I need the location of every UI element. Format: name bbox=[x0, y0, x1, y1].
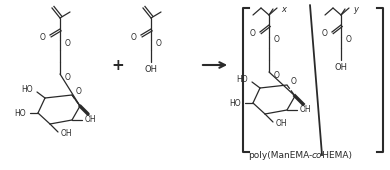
Text: OH: OH bbox=[145, 65, 158, 74]
Text: O: O bbox=[76, 87, 82, 96]
Text: O: O bbox=[274, 36, 280, 45]
Text: O: O bbox=[322, 29, 328, 38]
Text: O: O bbox=[40, 32, 46, 41]
Text: O: O bbox=[291, 76, 297, 86]
Text: x: x bbox=[281, 5, 286, 14]
Text: +: + bbox=[112, 57, 124, 72]
Text: OH: OH bbox=[335, 63, 347, 72]
Text: HO: HO bbox=[21, 86, 33, 95]
Text: HO: HO bbox=[229, 98, 241, 107]
Text: OH: OH bbox=[60, 130, 72, 139]
Text: y: y bbox=[353, 5, 358, 14]
Text: OH: OH bbox=[299, 106, 311, 115]
Text: co: co bbox=[312, 151, 323, 160]
Text: O: O bbox=[131, 32, 137, 41]
Text: O: O bbox=[250, 29, 256, 38]
Text: -HEMA): -HEMA) bbox=[320, 151, 353, 160]
Text: O: O bbox=[274, 71, 280, 80]
Text: poly(ManEMA-: poly(ManEMA- bbox=[248, 151, 312, 160]
Text: HO: HO bbox=[236, 75, 248, 84]
Text: O: O bbox=[65, 72, 71, 81]
Text: OH: OH bbox=[84, 115, 96, 124]
Text: O: O bbox=[346, 36, 352, 45]
Text: HO: HO bbox=[14, 108, 26, 117]
Text: O: O bbox=[156, 39, 162, 48]
Text: OH: OH bbox=[275, 120, 287, 129]
Text: O: O bbox=[65, 39, 71, 48]
